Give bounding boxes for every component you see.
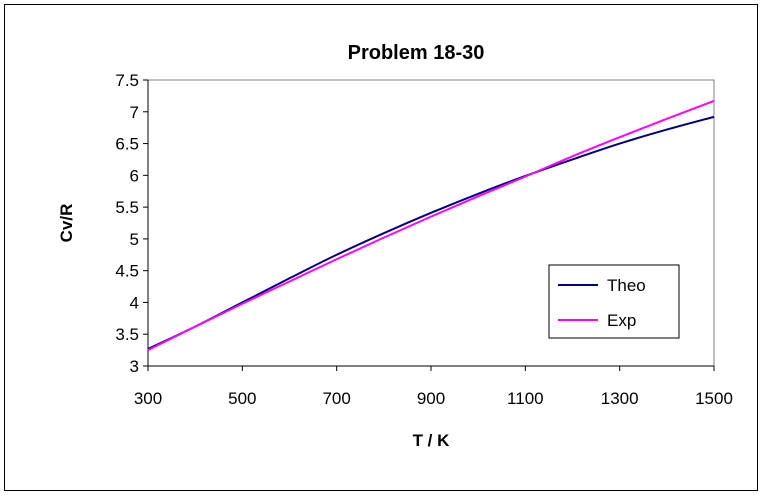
legend-label-exp: Exp bbox=[607, 311, 636, 330]
y-tick-label: 7 bbox=[130, 103, 139, 122]
x-tick-label: 500 bbox=[228, 389, 256, 408]
series-line-theo bbox=[147, 115, 715, 350]
x-axis: 300 500 700 900 1100 1300 1500 bbox=[134, 365, 733, 408]
x-tick-label: 700 bbox=[322, 389, 350, 408]
x-tick-label: 900 bbox=[417, 389, 445, 408]
legend: Theo Exp bbox=[548, 264, 680, 339]
series-line-exp bbox=[147, 100, 715, 352]
y-tick-label: 4 bbox=[130, 293, 139, 312]
y-tick-label: 7.5 bbox=[115, 71, 139, 90]
y-tick-label: 5.5 bbox=[115, 198, 139, 217]
y-tick-label: 3.5 bbox=[115, 325, 139, 344]
series-layer bbox=[147, 100, 715, 352]
y-tick-label: 6 bbox=[130, 166, 139, 185]
y-axis-label: Cv/R bbox=[57, 204, 76, 243]
x-tick-label: 1300 bbox=[601, 389, 639, 408]
y-tick-label: 4.5 bbox=[115, 262, 139, 281]
y-tick-label: 6.5 bbox=[115, 135, 139, 154]
x-axis-label: T / K bbox=[413, 431, 451, 450]
x-tick-label: 300 bbox=[134, 389, 162, 408]
y-tick-label: 3 bbox=[130, 357, 139, 376]
x-tick-label: 1100 bbox=[507, 389, 544, 408]
x-tick-label: 1500 bbox=[695, 389, 733, 408]
y-tick-label: 5 bbox=[130, 230, 139, 249]
legend-label-theo: Theo bbox=[607, 276, 646, 295]
chart-title: Problem 18-30 bbox=[348, 42, 485, 64]
y-axis: 3 3.5 4 4.5 5 5.5 6 6.5 7 7.5 bbox=[115, 71, 149, 376]
legend-box bbox=[548, 264, 680, 339]
